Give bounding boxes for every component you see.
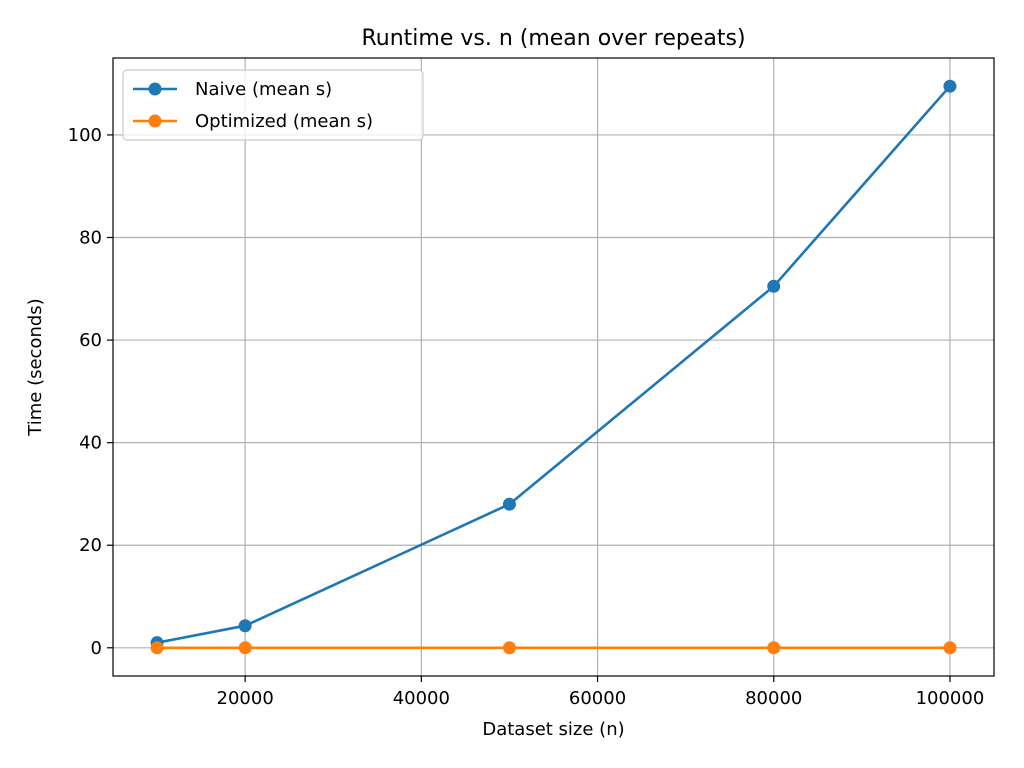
legend-entry-naive: Naive (mean s): [133, 79, 332, 100]
y-tick-label: 0: [91, 638, 102, 659]
data-point: [943, 79, 957, 93]
y-tick-label: 60: [79, 330, 102, 351]
y-tick-label: 20: [79, 535, 102, 556]
legend-entry-optimized: Optimized (mean s): [133, 111, 373, 132]
data-point: [502, 497, 516, 511]
legend: Naive (mean s) Optimized (mean s): [122, 69, 424, 141]
x-tick-label: 40000: [393, 688, 450, 709]
data-point: [150, 641, 164, 655]
data-point: [767, 279, 781, 293]
legend-label: Optimized (mean s): [195, 111, 373, 132]
data-point: [238, 641, 252, 655]
series-layer: [150, 79, 957, 655]
legend-label: Naive (mean s): [195, 79, 332, 100]
y-tick-label: 100: [68, 125, 102, 146]
legend-swatch-marker: [148, 82, 162, 96]
y-tick-label: 40: [79, 433, 102, 454]
data-point: [502, 641, 516, 655]
x-tick-label: 60000: [569, 688, 626, 709]
axis-ticks: 20000 40000 60000 80000 100000 0 20 40 60 80 100: [68, 125, 985, 709]
x-tick-label: 80000: [745, 688, 802, 709]
plot-frame: [112, 57, 995, 677]
data-point: [767, 641, 781, 655]
legend-swatch-marker: [148, 114, 162, 128]
chart-title: Runtime vs. n (mean over repeats): [361, 26, 745, 51]
x-tick-label: 100000: [916, 688, 985, 709]
data-point: [238, 619, 252, 633]
y-axis-label: Time (seconds): [25, 298, 46, 436]
grid: [113, 58, 994, 676]
y-tick-label: 80: [79, 228, 102, 249]
data-point: [943, 641, 957, 655]
legend-box: [122, 69, 424, 141]
x-axis-label: Dataset size (n): [482, 719, 624, 740]
x-tick-label: 20000: [217, 688, 274, 709]
